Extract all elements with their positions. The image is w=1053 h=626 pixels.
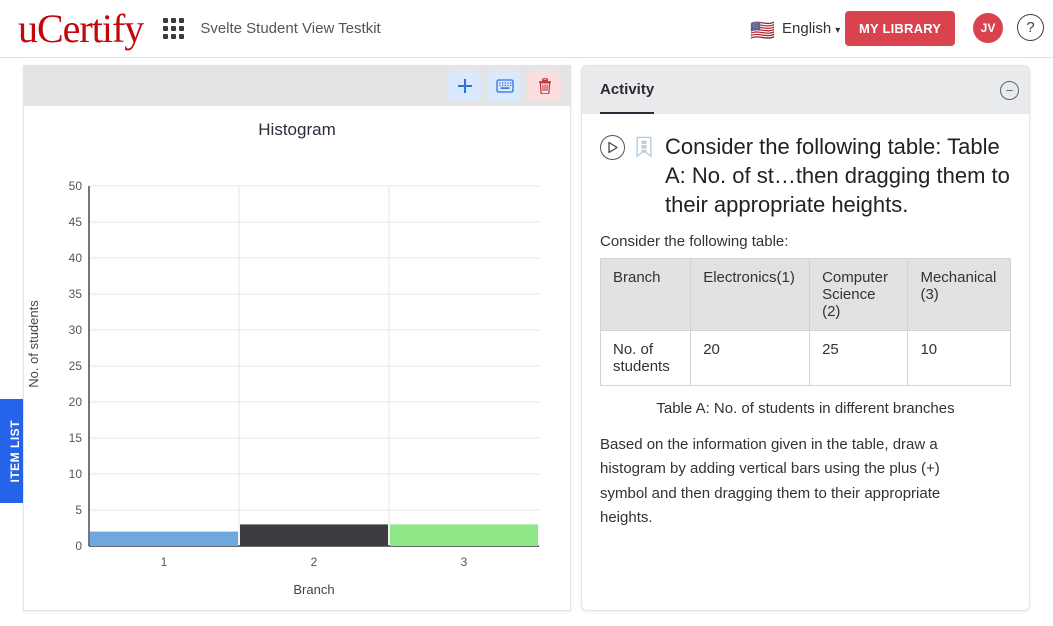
svg-text:1: 1 [161, 555, 168, 569]
svg-text:15: 15 [69, 431, 83, 445]
svg-text:40: 40 [69, 251, 83, 265]
svg-text:3: 3 [461, 555, 468, 569]
svg-text:Branch: Branch [293, 582, 334, 597]
svg-text:No. of students: No. of students [26, 300, 41, 388]
svg-text:20: 20 [69, 395, 83, 409]
svg-text:10: 10 [69, 467, 83, 481]
svg-text:25: 25 [69, 359, 83, 373]
svg-text:30: 30 [69, 323, 83, 337]
svg-text:2: 2 [311, 555, 318, 569]
svg-text:35: 35 [69, 287, 83, 301]
svg-text:0: 0 [75, 539, 82, 553]
svg-text:5: 5 [75, 503, 82, 517]
svg-text:50: 50 [69, 179, 83, 193]
svg-text:45: 45 [69, 215, 83, 229]
